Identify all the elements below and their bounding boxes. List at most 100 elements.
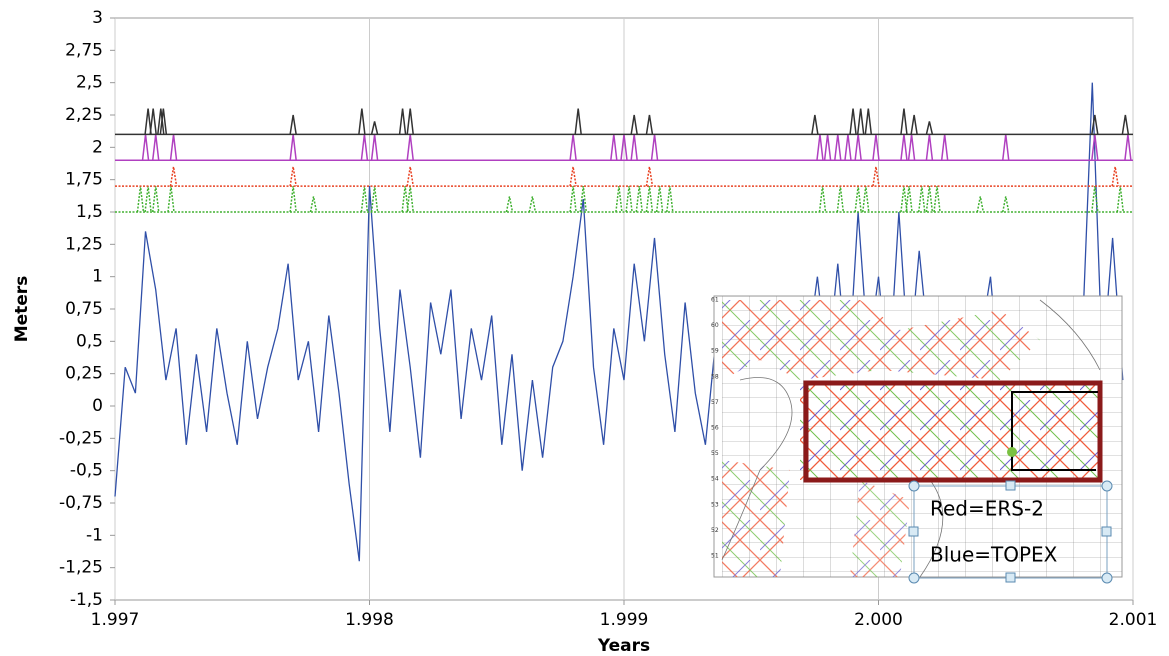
flag-spike xyxy=(844,134,852,161)
flag-spike xyxy=(655,186,664,213)
flag-spike xyxy=(1124,134,1132,161)
flag-spike xyxy=(574,108,582,135)
flag-spike xyxy=(157,108,165,135)
flag-spike xyxy=(406,166,414,187)
y-tick-label: 1,75 xyxy=(65,170,103,190)
flag-spike xyxy=(167,186,175,213)
flag-spike xyxy=(370,186,379,213)
flag-spike xyxy=(289,166,297,187)
inset-lat-label: 56 xyxy=(711,425,719,432)
x-tick-label: 2.001 xyxy=(1109,610,1158,630)
flag-spike xyxy=(569,186,577,213)
inset-lat-label: 61 xyxy=(711,297,719,304)
handle xyxy=(1101,526,1112,537)
flag-spike xyxy=(635,186,644,213)
flag-spike xyxy=(169,134,178,161)
x-axis-title: Years xyxy=(597,636,650,656)
y-tick-label: 3 xyxy=(92,8,103,28)
y-tick-label: 0,5 xyxy=(76,331,103,351)
inset-lat-label: 55 xyxy=(711,450,719,457)
handle xyxy=(1005,480,1016,491)
flag-spike xyxy=(309,196,318,213)
inset-lat-label: 54 xyxy=(711,476,719,483)
flag-spike xyxy=(151,186,160,213)
x-tick-label: 1.997 xyxy=(91,610,140,630)
annotation: Red=ERS-2 xyxy=(930,497,1044,521)
handle xyxy=(908,572,920,584)
flag-spike xyxy=(872,166,880,187)
y-tick-label: 1,5 xyxy=(76,202,103,222)
flag-spike xyxy=(1002,196,1010,213)
flag-spike xyxy=(925,186,934,213)
y-tick-label: -0,25 xyxy=(59,428,103,448)
flag-spike xyxy=(360,186,369,213)
flag-spike xyxy=(854,186,862,213)
flag-spike xyxy=(358,108,366,135)
flag-spike xyxy=(1091,186,1099,213)
region-box xyxy=(803,380,1103,483)
flag-spike xyxy=(398,108,407,135)
inset-lat-label: 59 xyxy=(711,348,719,355)
flag-spike xyxy=(854,134,862,161)
y-tick-label: 2,75 xyxy=(65,40,103,60)
flag-spike xyxy=(528,196,537,213)
flag-spike xyxy=(834,134,842,161)
flag-spike xyxy=(823,134,832,161)
flag-spike xyxy=(836,186,845,213)
handle xyxy=(1005,572,1016,583)
flag-spike xyxy=(169,166,178,187)
y-tick-label: -0,75 xyxy=(59,493,103,513)
flag-spike xyxy=(141,134,150,161)
flag-spike xyxy=(289,114,297,135)
flag-spike xyxy=(856,108,865,135)
flag-spike xyxy=(849,108,857,135)
flag-spike xyxy=(907,134,916,161)
flag-spike xyxy=(940,134,949,161)
flag-spike xyxy=(406,108,414,135)
flag-spike xyxy=(918,186,926,213)
flag-spike xyxy=(900,134,908,161)
flag-spike xyxy=(406,186,414,213)
y-tick-label: 2,25 xyxy=(65,105,103,125)
flag-spike xyxy=(159,108,168,135)
flag-spike xyxy=(976,196,985,213)
inset-lat-label: 52 xyxy=(711,527,719,534)
y-tick-label: 0,25 xyxy=(65,364,103,384)
flag-spike xyxy=(406,134,414,161)
flag-spike xyxy=(1121,114,1130,135)
inset-lat-label: 53 xyxy=(711,501,719,508)
flag-spike xyxy=(1002,134,1010,161)
y-tick-label: 2 xyxy=(92,137,103,157)
handle xyxy=(1101,572,1113,584)
y-tick-label: 1 xyxy=(92,267,103,287)
flag-spike xyxy=(370,134,379,161)
flag-spike xyxy=(933,186,941,213)
inset-map: Red=ERS-2 Blue=TOPEX 61 60 59 58 57 56 55 54 53 5… xyxy=(711,295,1123,584)
handle xyxy=(908,526,919,537)
flag-spike xyxy=(1091,114,1099,135)
flag-spike xyxy=(862,186,870,213)
flag-spike xyxy=(401,186,409,213)
flag-spike xyxy=(615,186,623,213)
marker-point xyxy=(1007,447,1017,457)
flag-spike xyxy=(579,186,588,213)
flag-spike xyxy=(289,134,297,161)
y-tick-label: -1 xyxy=(86,525,103,545)
y-tick-label: 2,5 xyxy=(76,73,103,93)
handle xyxy=(1101,480,1113,492)
handle xyxy=(908,480,920,492)
flag-spike xyxy=(625,186,633,213)
flag-spike xyxy=(645,166,654,187)
y-axis-title: Meters xyxy=(12,276,32,343)
inset-lat-label: 58 xyxy=(711,373,719,380)
flag-spike xyxy=(630,134,638,161)
flag-spike xyxy=(645,114,654,135)
y-tick-label: -1,5 xyxy=(70,590,103,610)
inset-tracks xyxy=(722,460,790,577)
flag-spike xyxy=(360,134,369,161)
flag-spike xyxy=(370,121,379,135)
flag-spike xyxy=(151,134,160,161)
inset-lat-label: 57 xyxy=(711,399,719,406)
y-tick-label: 1,25 xyxy=(65,234,103,254)
